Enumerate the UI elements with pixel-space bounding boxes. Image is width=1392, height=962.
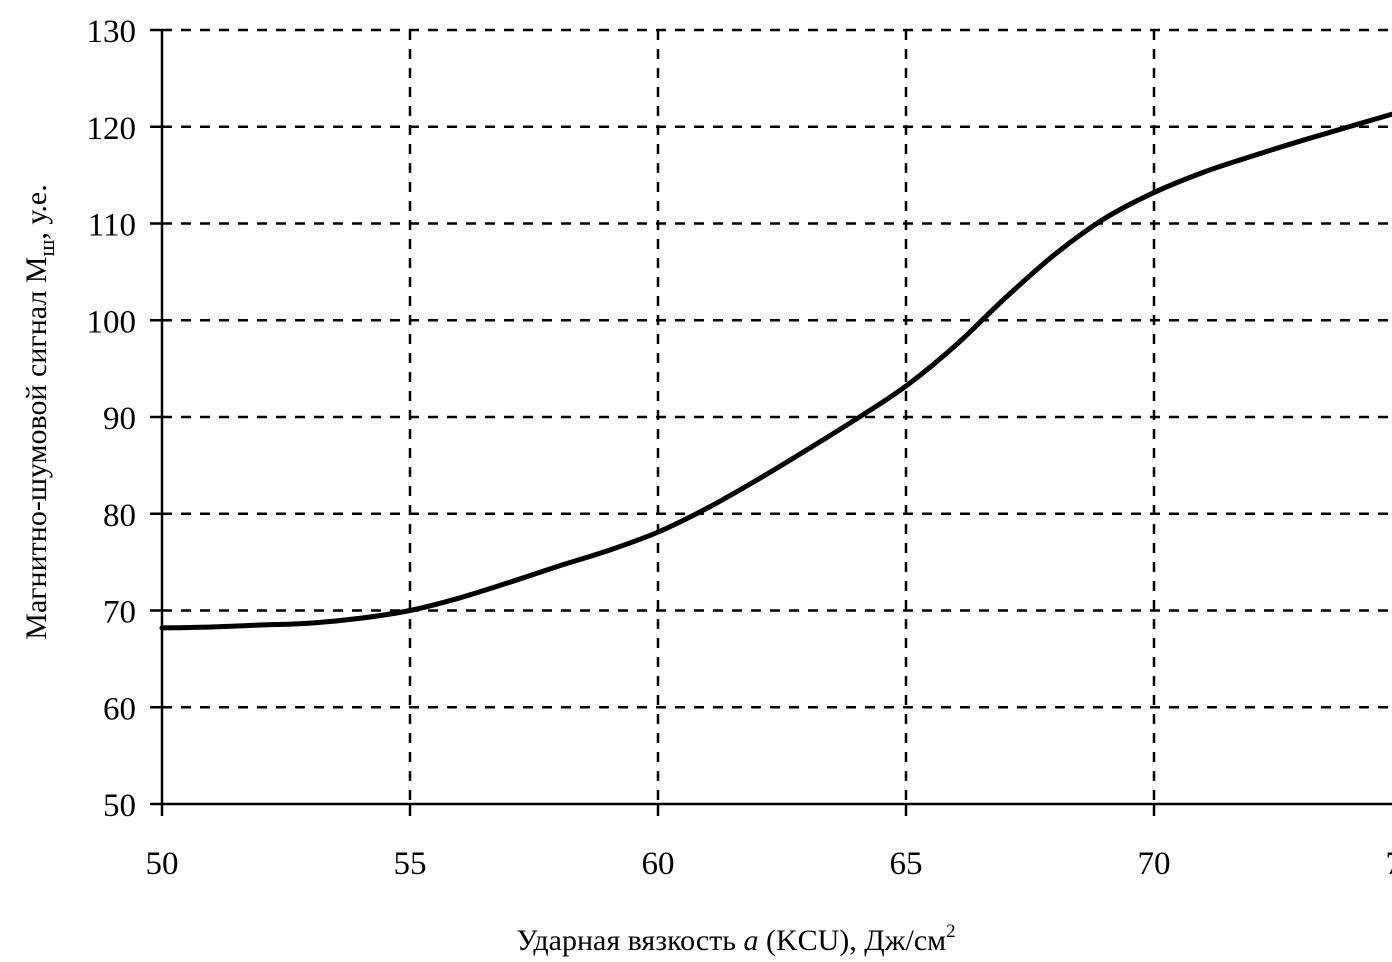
y-tick-label: 120: [87, 111, 137, 147]
y-tick-label: 80: [103, 498, 136, 534]
x-axis-title-rest: (KCU), Дж/см: [758, 924, 946, 957]
y-tick-label: 110: [88, 208, 136, 244]
y-axis-title-main: Магнитно-шумовой сигнал М: [20, 257, 53, 640]
y-tick-label: 100: [87, 304, 137, 340]
y-axis-title-subscript: ш: [34, 240, 59, 257]
axes: [150, 28, 1392, 816]
x-tick-label: 70: [1138, 846, 1171, 882]
y-tick-label: 70: [103, 595, 136, 631]
x-tick-label: 55: [394, 846, 427, 882]
y-tick-label: 130: [87, 14, 137, 50]
series: [159, 111, 1392, 631]
tick-labels: 50 60 70 80 90 100 110 120 130 50 55 60 65 70 75: [87, 14, 1392, 882]
y-tick-label: 60: [103, 691, 136, 727]
y-tick-label: 90: [103, 401, 136, 437]
x-tick-label: 65: [890, 846, 923, 882]
series-line: [159, 111, 1392, 631]
y-axis-title-rest: , у.е.: [20, 184, 53, 239]
x-tick-label: 50: [146, 846, 179, 882]
grid-lines: [162, 28, 1392, 804]
x-tick-label: 60: [642, 846, 675, 882]
y-axis-title: Магнитно-шумовой сигнал Мш, у.е.: [20, 184, 59, 639]
x-axis-title-superscript: 2: [946, 921, 956, 942]
x-tick-label: 75: [1386, 846, 1392, 882]
y-tick-label: 50: [103, 788, 136, 824]
x-axis-title-main: Ударная вязкость: [516, 924, 743, 957]
x-axis-title: Ударная вязкость a (KCU), Дж/см2: [516, 921, 955, 957]
x-axis-title-symbol: a: [743, 924, 758, 957]
